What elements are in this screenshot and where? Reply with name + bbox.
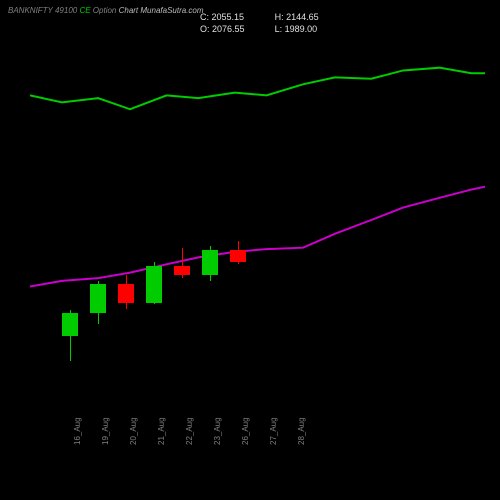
candle-body: [118, 284, 134, 303]
candle-body: [202, 250, 218, 275]
x-tick-label: 16_Aug: [73, 417, 82, 445]
x-tick-label: 27_Aug: [269, 417, 278, 445]
low-value: 1989.00: [285, 24, 318, 34]
candle-body: [90, 284, 106, 313]
x-axis: 16_Aug 19_Aug 20_Aug 21_Aug 22_Aug 23_Aug 26_A…: [30, 405, 485, 465]
candle-body: [230, 250, 246, 261]
x-tick-label: 21_Aug: [157, 417, 166, 445]
close-label: C:: [200, 12, 209, 22]
high-label: H:: [275, 12, 284, 22]
low-label: L:: [275, 24, 283, 34]
open-value: 2076.55: [212, 24, 245, 34]
indicator-lines: [30, 40, 485, 400]
candle-body: [146, 266, 162, 303]
x-tick-label: 19_Aug: [101, 417, 110, 445]
close-value: 2055.15: [212, 12, 245, 22]
indicator-line: [30, 68, 485, 110]
candle-body: [174, 266, 190, 276]
price-chart: [30, 40, 485, 400]
x-tick-label: 23_Aug: [213, 417, 222, 445]
x-tick-label: 22_Aug: [185, 417, 194, 445]
x-tick-label: 20_Aug: [129, 417, 138, 445]
candle-body: [62, 313, 78, 337]
x-tick-label: 28_Aug: [297, 417, 306, 445]
open-label: O:: [200, 24, 210, 34]
indicator-line: [30, 187, 485, 287]
chart-title: BANKNIFTY 49100 CE Option Chart MunafaSu…: [8, 6, 204, 15]
x-tick-label: 26_Aug: [241, 417, 250, 445]
high-value: 2144.65: [286, 12, 319, 22]
ohlc-readout: C: 2055.15 O: 2076.55 H: 2144.65 L: 1989…: [200, 12, 319, 34]
